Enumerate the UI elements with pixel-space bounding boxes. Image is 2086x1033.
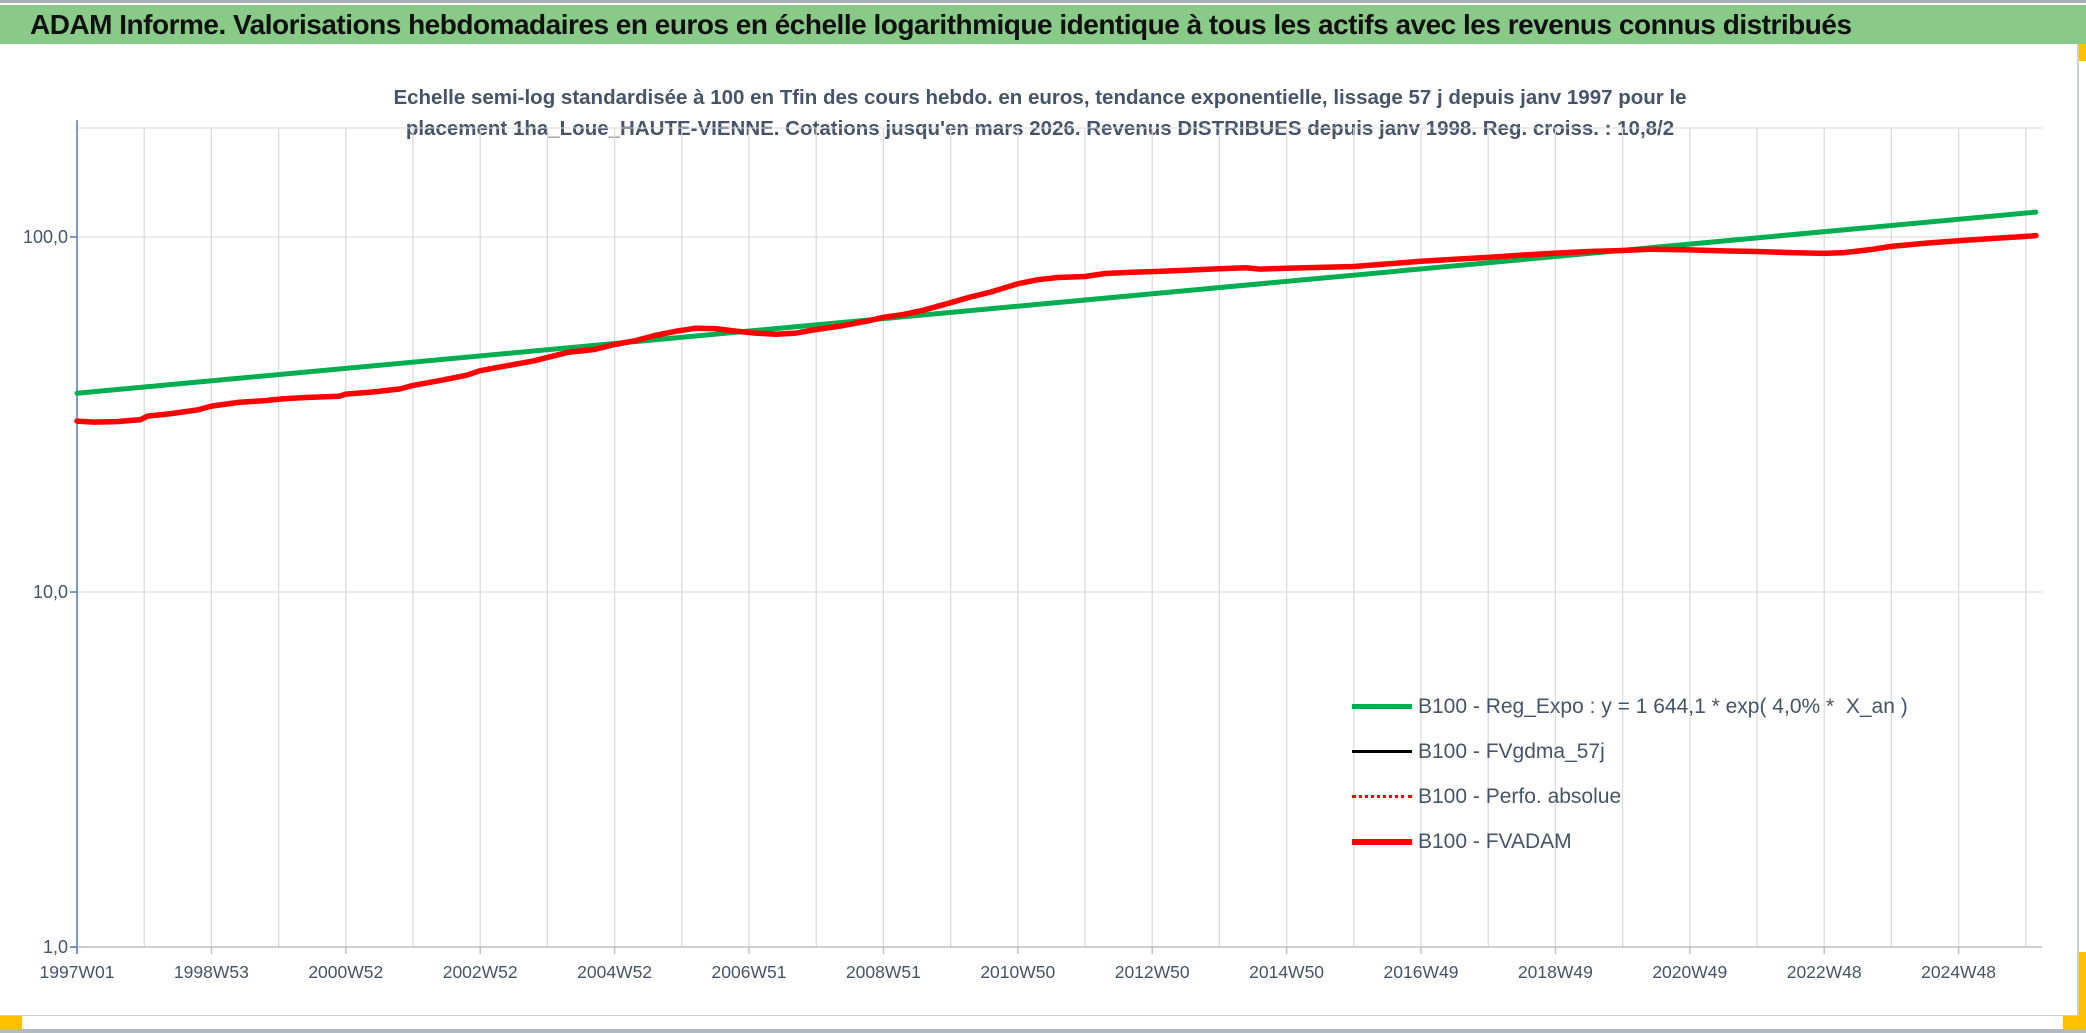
x-tick-label: 2022W48 xyxy=(1786,962,1862,982)
y-tick-label: 1,0 xyxy=(42,937,68,957)
legend-item-perfo-absolue: B100 - Perfo. absolue xyxy=(1352,774,1908,819)
x-tick-label: 2014W50 xyxy=(1249,962,1325,982)
legend-label: B100 - FVgdma_57j xyxy=(1418,739,1605,763)
legend-line-sample-fvgdma xyxy=(1352,750,1412,753)
window-bottom-edge xyxy=(0,1029,2086,1033)
legend-line-sample-fvadam xyxy=(1352,838,1412,845)
legend-item-fvgdma: B100 - FVgdma_57j xyxy=(1352,729,1908,774)
header-band: ADAM Informe. Valorisations hebdomadaire… xyxy=(0,5,2086,44)
x-tick-label: 2016W49 xyxy=(1383,962,1459,982)
corner-marker-bottom-left xyxy=(0,1015,22,1033)
x-tick-label: 2020W49 xyxy=(1652,962,1728,982)
x-tick-label: 2000W52 xyxy=(308,962,384,982)
x-tick-label: 1998W53 xyxy=(173,962,249,982)
x-tick-label: 2002W52 xyxy=(442,962,518,982)
legend-item-regexpo: B100 - Reg_Expo : y = 1 644,1 * exp( 4,0… xyxy=(1352,684,1908,729)
legend: B100 - Reg_Expo : y = 1 644,1 * exp( 4,0… xyxy=(1352,684,1908,864)
chart-title-line1: Echelle semi-log standardisée à 100 en T… xyxy=(393,86,1687,109)
legend-label: B100 - FVADAM xyxy=(1418,829,1572,853)
legend-label: B100 - Reg_Expo : y = 1 644,1 * exp( 4,0… xyxy=(1418,694,1908,718)
chart-frame xyxy=(0,44,2079,1016)
y-tick-label: 100,0 xyxy=(22,227,68,247)
right-edge-strip xyxy=(2077,952,2086,1014)
x-tick-label: 1997W01 xyxy=(39,962,115,982)
page-title: ADAM Informe. Valorisations hebdomadaire… xyxy=(30,8,1852,40)
series-line xyxy=(74,232,2039,425)
legend-line-sample-regexpo xyxy=(1352,704,1412,709)
corner-marker-bottom-right xyxy=(2063,1011,2086,1033)
x-tick-label: 2010W50 xyxy=(980,962,1056,982)
legend-label: B100 - Perfo. absolue xyxy=(1418,784,1622,808)
x-tick-label: 2024W48 xyxy=(1921,962,1997,982)
x-tick-label: 2008W51 xyxy=(845,962,921,982)
x-tick-label: 2006W51 xyxy=(711,962,787,982)
x-tick-label: 2012W50 xyxy=(1114,962,1190,982)
x-tick-label: 2004W52 xyxy=(577,962,653,982)
y-tick-label: 10,0 xyxy=(32,582,68,602)
series-line xyxy=(74,209,2039,396)
window-top-edge xyxy=(0,0,2086,3)
legend-line-sample-perfo xyxy=(1352,795,1412,798)
x-tick-label: 2018W49 xyxy=(1517,962,1593,982)
legend-item-fvadam: B100 - FVADAM xyxy=(1352,819,1908,864)
